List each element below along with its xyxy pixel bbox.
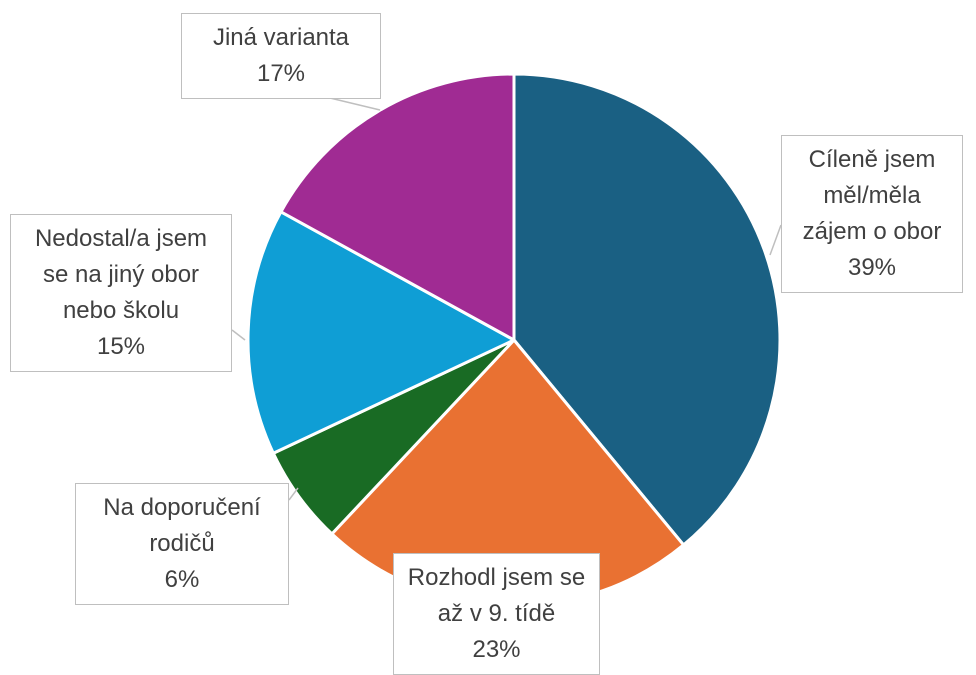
leader-lines xyxy=(231,97,782,501)
data-label: Nedostal/a jsem se na jiný obor nebo ško… xyxy=(10,214,232,372)
leader-line xyxy=(288,487,299,501)
label-name: Na doporučení rodičů xyxy=(103,494,261,557)
pie-slice xyxy=(279,72,516,342)
data-label: Rozhodl jsem se až v 9. tídě 23% xyxy=(393,553,600,675)
data-label: Jiná varianta 17% xyxy=(181,13,381,99)
leader-line xyxy=(769,224,782,256)
label-name: Jiná varianta xyxy=(212,24,350,51)
label-name: Rozhodl jsem se až v 9. tídě xyxy=(407,564,586,627)
leader-line xyxy=(329,97,381,111)
data-label: Na doporučení rodičů 6% xyxy=(75,483,289,605)
leader-line xyxy=(231,329,246,341)
pie-slice xyxy=(246,210,516,455)
pie-slice xyxy=(512,72,782,547)
label-value: 23% xyxy=(472,636,521,663)
label-name: Nedostal/a jsem se na jiný obor nebo ško… xyxy=(34,225,208,324)
label-name: Cíleně jsem měl/měla zájem o obor xyxy=(802,146,942,245)
data-label: Cíleně jsem měl/měla zájem o obor 39% xyxy=(781,135,963,293)
label-value: 17% xyxy=(256,60,306,87)
label-value: 6% xyxy=(164,566,200,593)
label-value: 15% xyxy=(96,333,146,360)
slices xyxy=(246,72,782,608)
label-value: 39% xyxy=(847,254,897,281)
